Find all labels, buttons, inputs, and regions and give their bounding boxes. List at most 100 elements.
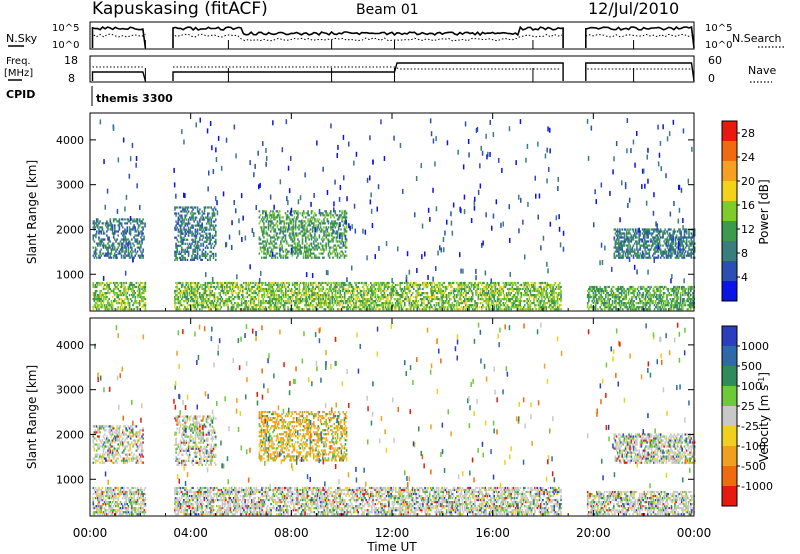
power-echo-cell [467, 298, 469, 301]
power-echo-cell [646, 236, 648, 239]
power-echo-cell [355, 302, 357, 305]
power-echo-cell [259, 285, 261, 289]
power-echo-cell [490, 292, 492, 295]
power-echo-cell [302, 232, 305, 235]
power-echo-cell [192, 294, 194, 297]
power-echo-cell [485, 294, 488, 297]
power-echo-cell [471, 294, 474, 297]
power-echo-cell [194, 304, 196, 307]
power-echo-cell [131, 238, 133, 241]
power-echo-cell [98, 298, 100, 301]
power-echo-cell [301, 214, 304, 217]
power-echo-cell [450, 283, 452, 287]
power-echo-cell [287, 294, 289, 297]
power-echo-cell [642, 254, 645, 257]
power-echo-cell [639, 230, 642, 233]
power-echo-cell [681, 242, 683, 245]
power-echo-cell [502, 302, 505, 305]
power-echo-cell [221, 298, 224, 301]
power-echo-cell [355, 285, 357, 289]
power-echo-cell [314, 294, 317, 297]
power-echo-cell [310, 234, 313, 237]
power-echo-cell [259, 248, 262, 251]
power-echo-cell [648, 254, 651, 257]
power-echo-cell [192, 248, 194, 251]
power-echo-cell [188, 222, 191, 225]
power-echo-cell [108, 244, 110, 247]
power-echo-cell [191, 234, 193, 237]
power-echo-cell [211, 208, 214, 211]
power-echo-cell [655, 230, 657, 233]
power-echo-cell [103, 238, 106, 241]
power-echo-cell [482, 292, 484, 295]
power-echo-cell [290, 222, 292, 225]
power-echo-cell [350, 294, 353, 297]
power-echo-cell [409, 296, 412, 299]
power-echo-cell [178, 292, 181, 295]
power-echo-cell [260, 300, 262, 303]
power-echo-cell [106, 226, 108, 229]
power-echo-cell [294, 224, 297, 227]
power-echo-cell [398, 300, 400, 303]
power-echo-cell [184, 306, 186, 309]
power-echo-cell [443, 306, 446, 309]
power-echo-cell [376, 281, 379, 285]
power-echo-cell [196, 230, 199, 233]
power-echo-cell [262, 230, 264, 233]
power-echo-cell [419, 294, 422, 297]
power-echo-cell [505, 294, 508, 297]
power-echo-cell [209, 224, 211, 227]
power-echo-cell [280, 292, 283, 295]
power-echo-cell [279, 216, 281, 219]
power-echo-cell [280, 298, 283, 301]
power-echo-cell [256, 285, 259, 289]
power-echo-cell [299, 250, 301, 253]
power-echo-cell [209, 226, 211, 229]
power-echo-cell [373, 281, 375, 285]
power-echo-cell [261, 281, 263, 285]
power-echo-cell [646, 246, 648, 249]
power-echo-cell [128, 252, 131, 255]
power-echo-cell [304, 294, 306, 297]
power-echo-cell [367, 283, 370, 287]
power-echo-cell [175, 308, 177, 311]
power-echo-cell [453, 296, 456, 299]
power-echo-cell [217, 308, 219, 311]
power-echo-cell [135, 306, 138, 309]
power-echo-cell [658, 238, 661, 241]
power-echo-cell [208, 218, 210, 221]
power-echo-cell [274, 218, 277, 221]
power-echo-cell [693, 250, 696, 253]
power-echo-cell [199, 226, 201, 229]
power-echo-cell [516, 285, 518, 289]
power-echo-cell [208, 206, 210, 209]
power-echo-cell [324, 298, 327, 301]
power-echo-cell [315, 306, 318, 309]
power-echo-cell [409, 289, 412, 293]
power-echo-cell [304, 285, 306, 289]
power-echo-cell [458, 287, 460, 291]
power-echo-cell [308, 248, 310, 251]
power-echo-cell [217, 283, 219, 287]
power-echo-cell [184, 285, 186, 289]
power-echo-cell [219, 285, 221, 289]
power-echo-cell [413, 296, 415, 299]
power-echo-cell [491, 285, 493, 289]
power-echo-cell [254, 304, 257, 307]
power-echo-cell [223, 285, 226, 289]
power-echo-cell [294, 304, 296, 307]
power-echo-cell [142, 232, 144, 235]
power-echo-cell [269, 220, 272, 223]
power-echo-cell [492, 281, 494, 285]
power-echo-cell [327, 232, 330, 235]
power-echo-cell [367, 298, 370, 301]
power-echo-cell [689, 254, 691, 257]
power-echo-cell [95, 289, 98, 293]
power-echo-cell [333, 302, 336, 305]
power-echo-cell [629, 240, 631, 243]
power-echo-cell [449, 281, 451, 285]
power-echo-cell [312, 308, 314, 311]
power-echo-cell [247, 308, 250, 311]
power-echo-cell [245, 281, 247, 285]
power-echo-cell [142, 296, 144, 299]
